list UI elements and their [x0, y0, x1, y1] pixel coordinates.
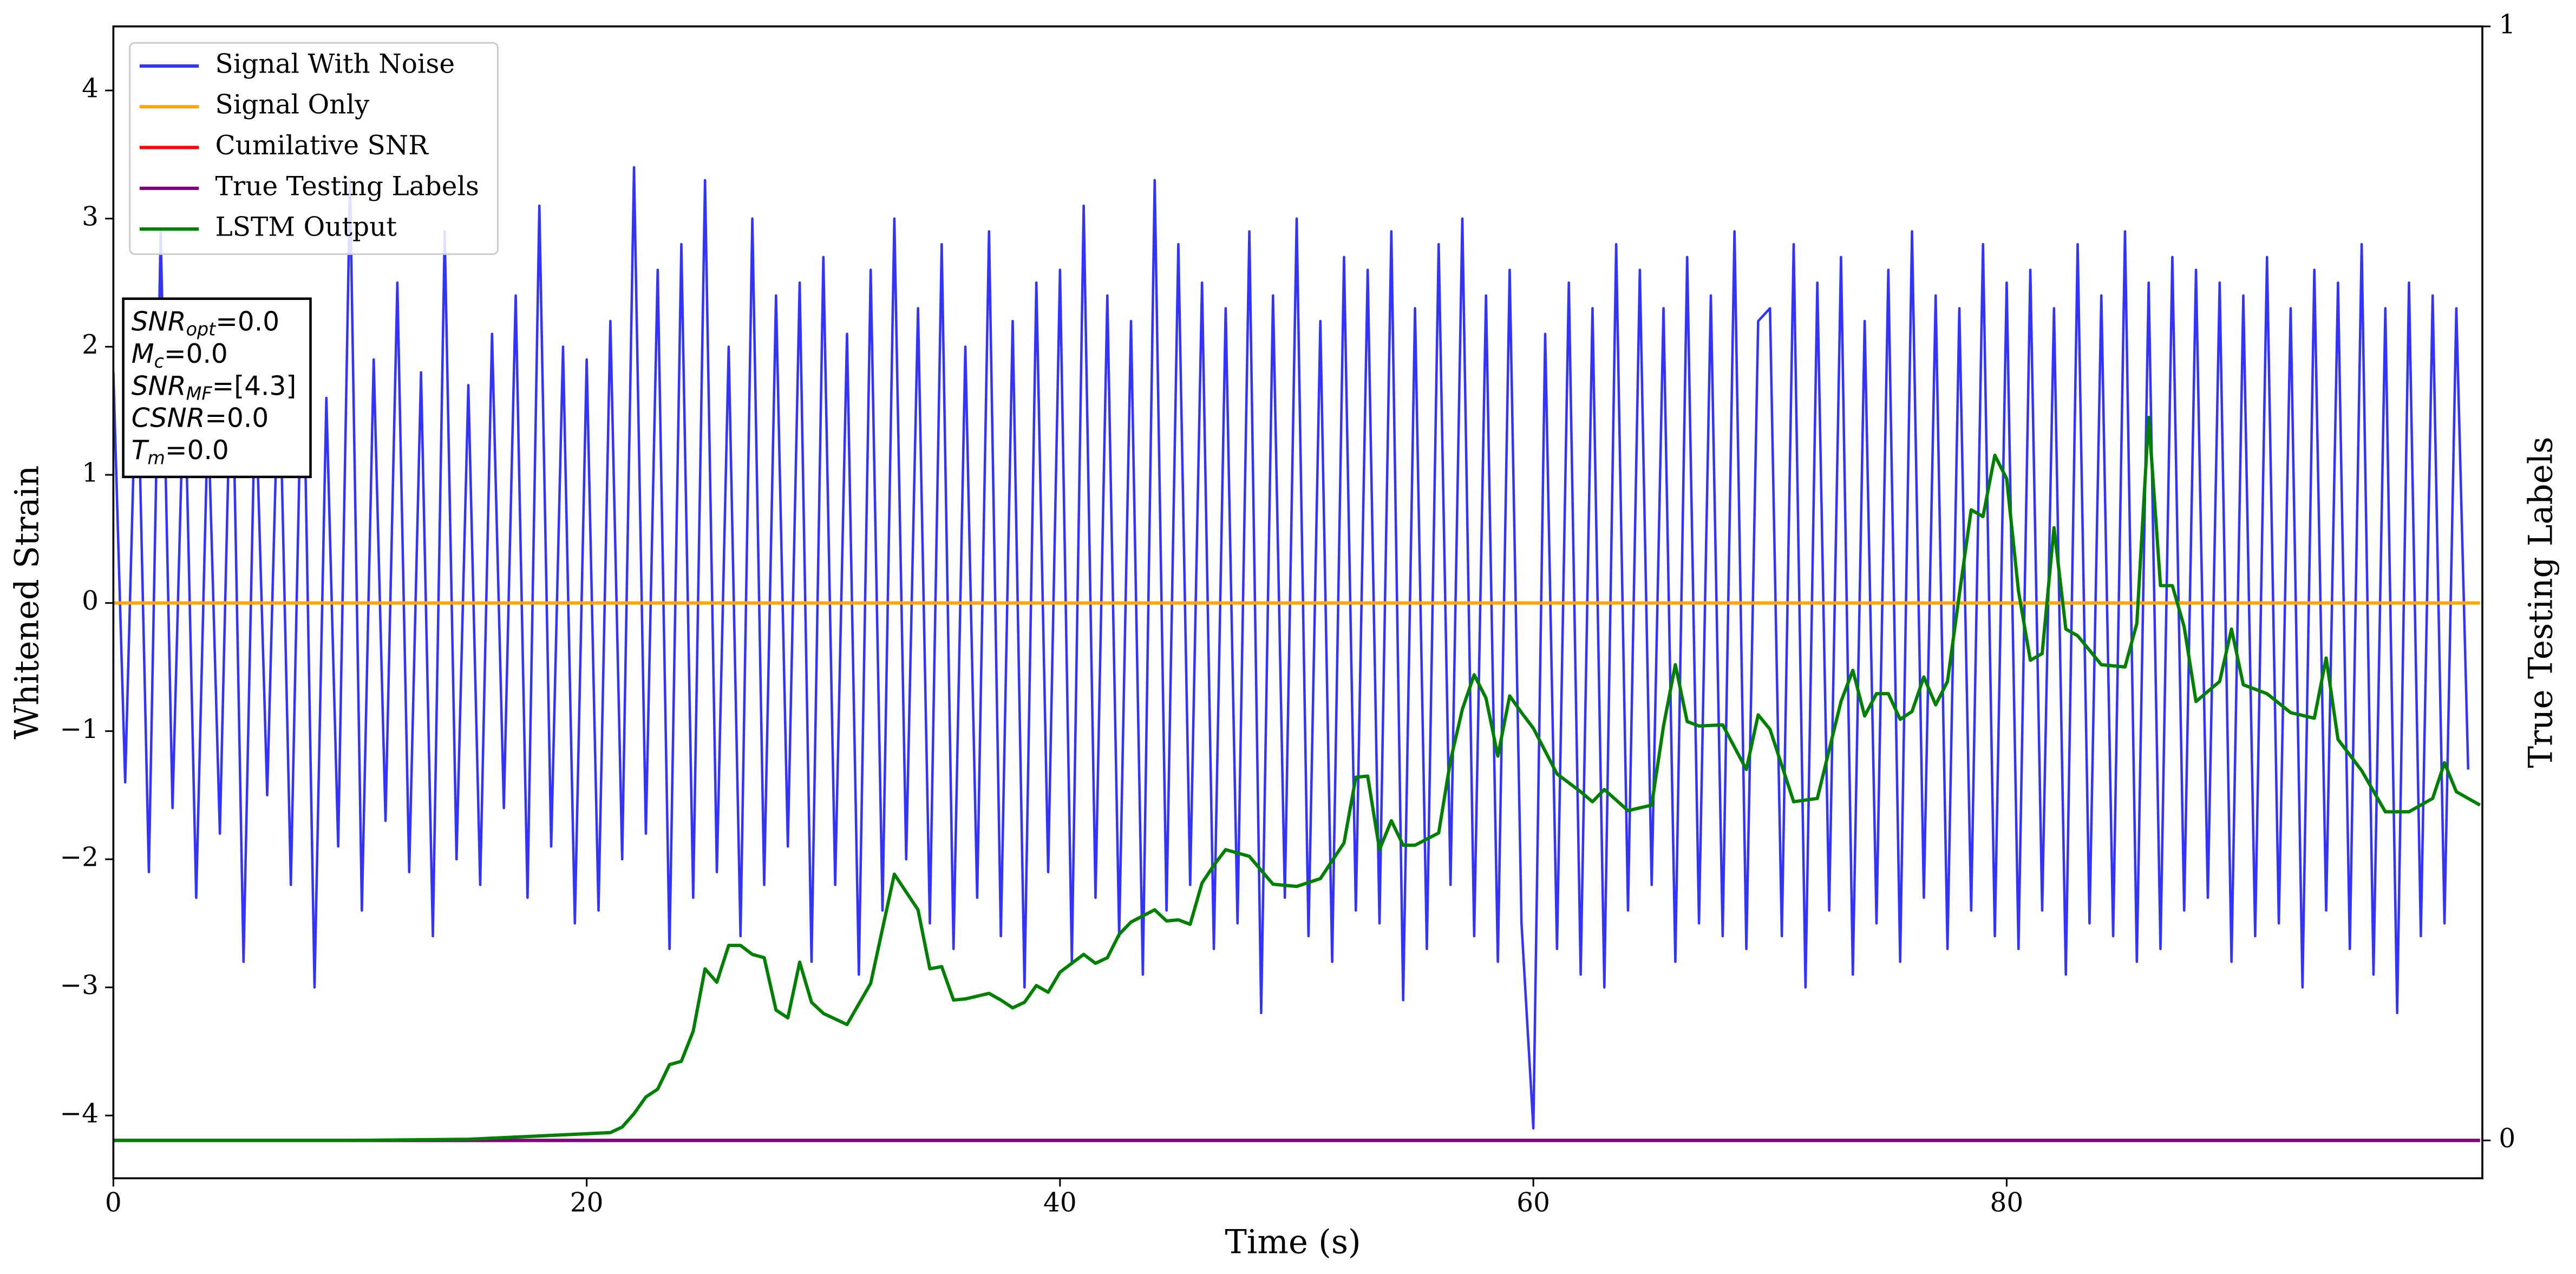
annotation-symbol: SNR — [132, 371, 186, 401]
legend-label: Cumilative SNR — [215, 130, 429, 161]
annotation-subscript: c — [154, 350, 164, 371]
annotation-line: SNRopt=0.0 — [132, 306, 279, 339]
annotation-symbol: T — [132, 435, 149, 466]
annotation-line: Tm=0.0 — [132, 435, 229, 468]
y-tick-label: −2 — [60, 842, 99, 872]
x-tick-label: 0 — [105, 1187, 122, 1218]
x-axis-label: Time (s) — [1225, 1223, 1361, 1261]
annotation-value: =0.0 — [205, 403, 269, 434]
y-tick-label: −1 — [60, 714, 99, 744]
annotation-subscript: opt — [186, 318, 217, 339]
x-tick-label: 20 — [570, 1187, 604, 1218]
legend-label: True Testing Labels — [215, 171, 479, 201]
legend-label: LSTM Output — [215, 212, 397, 242]
y-tick-label: −4 — [60, 1099, 99, 1129]
annotation-box — [122, 297, 312, 479]
x-tick-label: 60 — [1516, 1187, 1550, 1218]
y-tick-label: 2 — [82, 330, 99, 360]
y-axis-label: Whitened Strain — [9, 465, 47, 739]
y-tick-label: −3 — [60, 970, 99, 1001]
y-tick-label: 1 — [82, 458, 99, 488]
y2-tick-label: 0 — [2499, 1123, 2515, 1154]
x-tick-label: 80 — [1990, 1187, 2024, 1218]
y2-tick-label: 1 — [2499, 9, 2515, 40]
series-line — [113, 166, 2470, 1130]
y-tick-label: 3 — [82, 201, 99, 232]
annotation-subscript: m — [147, 447, 165, 468]
y-tick-label: 4 — [82, 74, 99, 104]
annotation-value: =0.0 — [215, 306, 279, 337]
annotation-line: SNRMF=[4.3] — [132, 371, 297, 404]
annotation-symbol: M — [132, 339, 154, 369]
annotation-line: Mc=0.0 — [132, 339, 228, 372]
annotation-line: CSNR=0.0 — [132, 403, 269, 434]
series-line — [113, 415, 2481, 1142]
annotation-symbol: SNR — [132, 306, 186, 337]
y2-axis-label: True Testing Labels — [2522, 436, 2560, 768]
annotation-subscript: MF — [186, 383, 213, 404]
annotation-value: =0.0 — [164, 339, 228, 369]
annotation-symbol: CSNR — [132, 403, 205, 434]
annotation-value: =0.0 — [165, 435, 229, 466]
legend-label: Signal With Noise — [215, 49, 455, 79]
legend-label: Signal Only — [215, 90, 370, 120]
legend: Signal With Noise Signal Only Cumilative S… — [129, 42, 499, 255]
y-tick-label: 0 — [82, 586, 99, 616]
annotation: SNRopt=0.0Mc=0.0SNRMF=[4.3]CSNR=0.0Tm=0.… — [122, 297, 312, 479]
annotation-value: =[4.3] — [212, 371, 297, 401]
legend-box — [129, 42, 499, 255]
x-tick-label: 40 — [1043, 1187, 1077, 1218]
